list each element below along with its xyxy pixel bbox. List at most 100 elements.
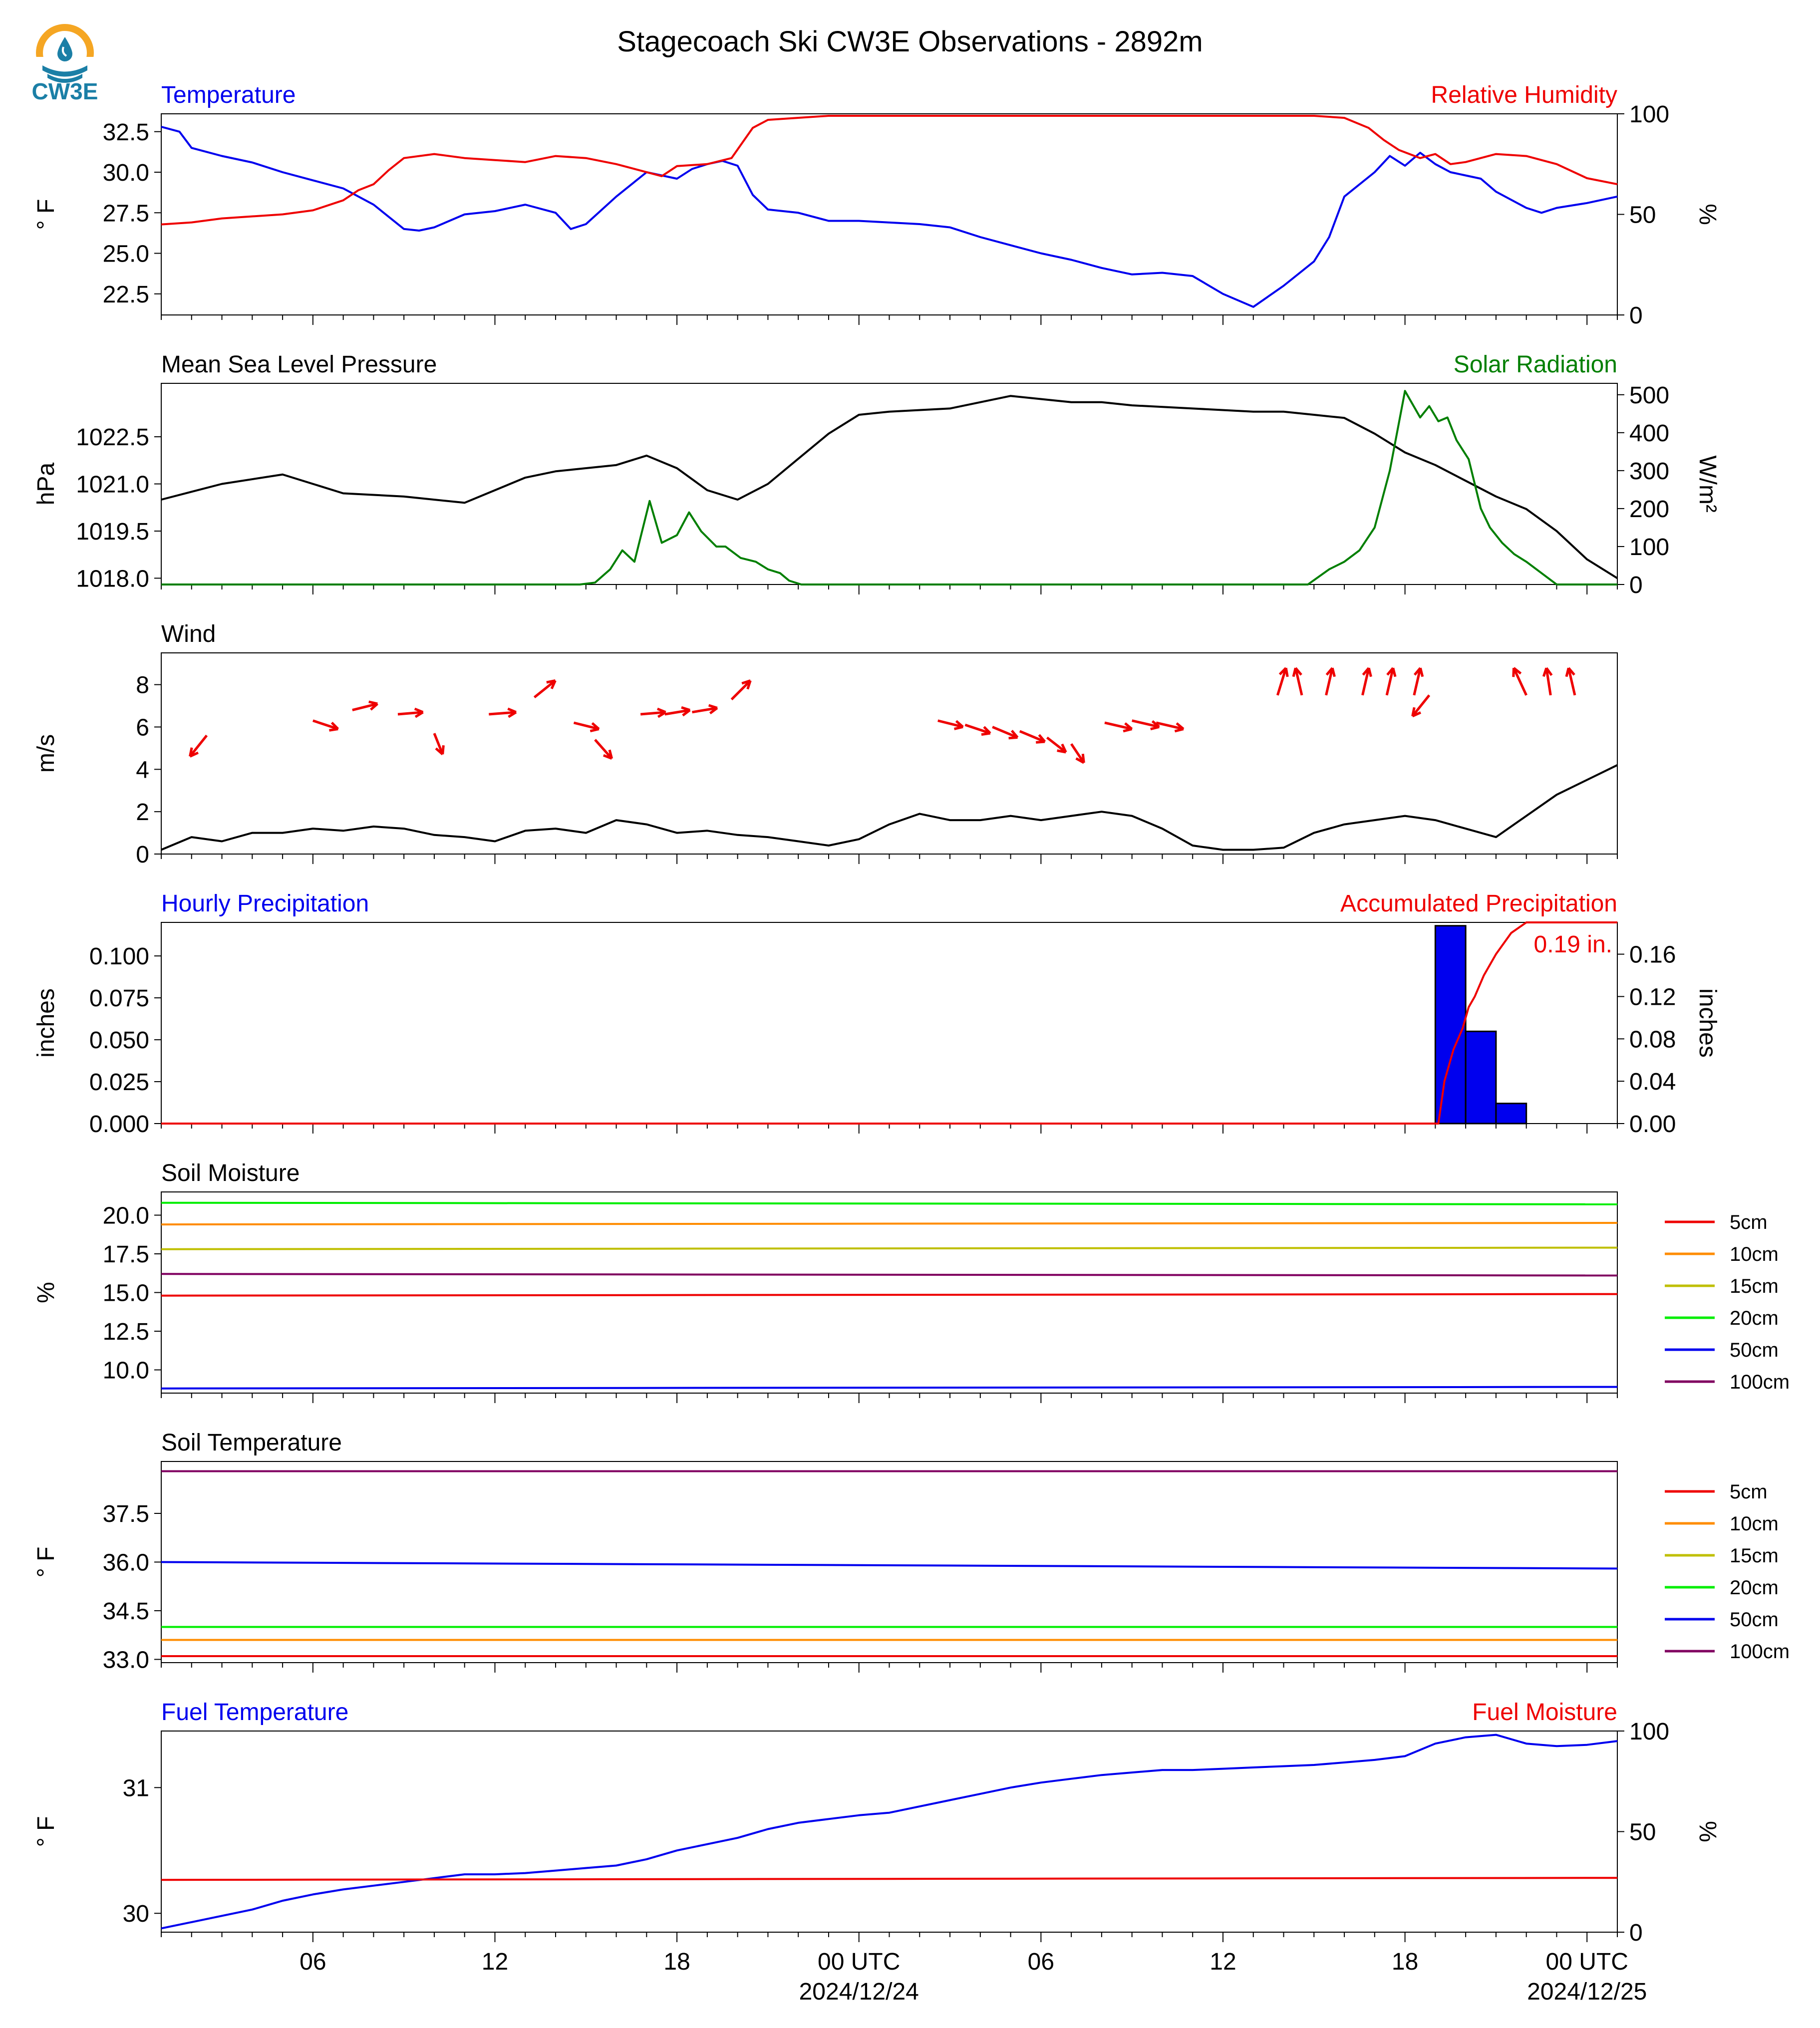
figure-title: Stagecoach Ski CW3E Observations - 2892m [617, 25, 1203, 58]
y-axis-label: hPa [33, 462, 59, 505]
legend-label: 20cm [1730, 1577, 1779, 1599]
wind-arrow [964, 723, 991, 736]
series-line [161, 1293, 1618, 1297]
wind-arrow [1292, 667, 1303, 696]
panel-1: Mean Sea Level Pressure Solar Radiation 10… [33, 351, 1721, 598]
legend-label: 5cm [1730, 1211, 1768, 1233]
wind-arrow [1276, 667, 1289, 696]
y-tick-label: 4 [136, 757, 149, 783]
series-line [161, 1201, 1618, 1205]
y-tick-label: 15.0 [103, 1280, 149, 1307]
x-tick-label: 12 [1210, 1949, 1236, 1975]
y2-tick-label: 0 [1629, 572, 1643, 598]
y-tick-label: 8 [136, 672, 149, 699]
series-line [161, 764, 1618, 851]
wind-arrow [489, 707, 517, 718]
wind-arrow [1385, 667, 1397, 696]
wind-arrow [1411, 694, 1431, 718]
precip-bar [1495, 1103, 1527, 1125]
y-tick-label: 17.5 [103, 1241, 149, 1268]
series-line [161, 395, 1618, 579]
wind-arrow [573, 721, 600, 733]
y-tick-label: 20.0 [103, 1203, 149, 1229]
legend-label: 5cm [1730, 1481, 1768, 1503]
wind-arrow [433, 733, 445, 756]
y-tick-label: 0.000 [89, 1111, 149, 1138]
x-date-label: 2024/12/24 [799, 1979, 919, 2005]
panel-title-left: Wind [161, 621, 216, 647]
y-axis-label: m/s [33, 734, 59, 773]
wind-arrow [397, 707, 424, 718]
wind-arrow [992, 726, 1019, 740]
precip-bar [1434, 925, 1467, 1125]
wind-arrow [692, 704, 718, 715]
y2-tick-label: 100 [1629, 101, 1669, 128]
plot-frame [161, 922, 1618, 1124]
wind-arrow [1361, 667, 1372, 696]
x-date-label: 2024/12/25 [1527, 1979, 1647, 2005]
y2-tick-label: 0.12 [1629, 984, 1676, 1010]
logo-text: CW3E [31, 78, 98, 104]
y-axis-label: ° F [33, 1547, 59, 1578]
y-tick-label: 30.0 [103, 160, 149, 186]
wind-arrow [1070, 743, 1085, 764]
legend-label: 20cm [1730, 1307, 1779, 1329]
legend-label: 10cm [1730, 1513, 1779, 1535]
panel-title-right: Accumulated Precipitation [1340, 890, 1617, 917]
y-tick-label: 32.5 [103, 119, 149, 146]
panel-title-right: Solar Radiation [1454, 351, 1617, 378]
series-line [161, 1877, 1618, 1881]
x-tick-label: 18 [1392, 1949, 1418, 1975]
wind-arrow [533, 679, 557, 699]
wind-arrow [312, 719, 339, 732]
cw3e-logo: CW3E [27, 18, 102, 104]
y2-tick-label: 0.08 [1629, 1026, 1676, 1053]
series-line [161, 126, 1618, 308]
y2-axis-label: inches [1694, 988, 1721, 1058]
legend-label: 100cm [1730, 1371, 1790, 1393]
y-tick-label: 1022.5 [76, 424, 149, 451]
wind-arrow [1542, 667, 1553, 696]
series-line [161, 1561, 1618, 1570]
y2-axis-label: % [1694, 204, 1721, 225]
x-tick-label: 00 UTC [1546, 1949, 1628, 1975]
y-tick-label: 1021.0 [76, 472, 149, 498]
y-tick-label: 37.5 [103, 1501, 149, 1527]
y-tick-label: 2 [136, 799, 149, 826]
plot-frame [161, 1191, 1618, 1394]
legend-label: 50cm [1730, 1339, 1779, 1361]
legend-label: 10cm [1730, 1243, 1779, 1265]
wind-arrow [1019, 730, 1046, 744]
x-tick-label: 12 [482, 1949, 508, 1975]
series-line [161, 1273, 1618, 1277]
x-tick-label: 18 [663, 1949, 690, 1975]
panel-title-left: Fuel Temperature [161, 1699, 348, 1726]
wind-arrow [937, 719, 964, 730]
series-line [161, 390, 1617, 585]
y-tick-label: 0.025 [89, 1069, 149, 1096]
y2-tick-label: 100 [1629, 1719, 1669, 1745]
y2-tick-label: 100 [1629, 534, 1669, 561]
wind-arrow [640, 707, 666, 718]
x-tick-label: 06 [1028, 1949, 1054, 1975]
panel-title-right: Fuel Moisture [1472, 1699, 1617, 1726]
wind-arrow [1512, 667, 1527, 696]
y-tick-label: 1018.0 [76, 566, 149, 592]
wind-arrow [1413, 667, 1424, 696]
series-line [161, 1386, 1618, 1390]
panel-title-left: Hourly Precipitation [161, 890, 369, 917]
y2-tick-label: 200 [1629, 496, 1669, 523]
y-axis-label: ° F [33, 199, 59, 230]
plot-frame [161, 113, 1618, 315]
panel-3: Hourly Precipitation Accumulated Precipit… [33, 890, 1721, 1138]
y2-tick-label: 500 [1629, 382, 1669, 409]
y-tick-label: 30 [123, 1901, 149, 1927]
legend-label: 50cm [1730, 1609, 1779, 1631]
plot-frame [161, 1731, 1618, 1933]
panel-6: Fuel Temperature Fuel Moisture 30 31 0 50 100 °… [33, 1699, 1721, 2005]
wind-arrow [1132, 719, 1160, 731]
y-tick-label: 6 [136, 714, 149, 741]
y2-axis-label: % [1694, 1821, 1721, 1842]
y-tick-label: 0.100 [89, 943, 149, 970]
y2-tick-label: 400 [1629, 420, 1669, 447]
